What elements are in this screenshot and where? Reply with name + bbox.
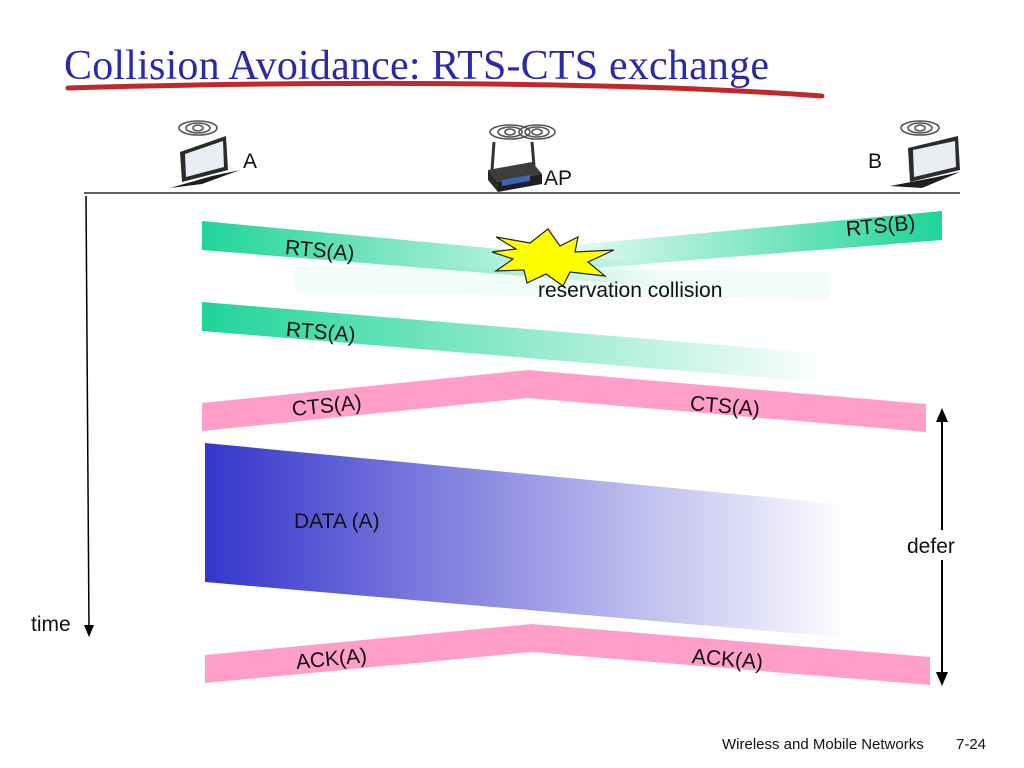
rts-b-band — [520, 211, 942, 274]
laptop-icon — [890, 120, 960, 188]
footer-course: Wireless and Mobile Networks — [722, 736, 924, 753]
ack-band — [205, 624, 930, 685]
node-b-label: B — [868, 150, 883, 173]
data-label: DATA (A) — [294, 510, 380, 533]
collision-burst-icon — [491, 228, 615, 287]
laptop-icon — [170, 120, 240, 188]
defer-label: defer — [907, 535, 955, 558]
wireless-router-icon — [488, 124, 556, 192]
time-axis — [85, 195, 90, 631]
node-ap-label: AP — [544, 167, 573, 190]
defer-label-backdrop — [903, 530, 975, 560]
rts-a-band — [202, 302, 830, 383]
wifi-signal-icon — [178, 120, 218, 136]
collision-label: reservation collision — [538, 279, 723, 302]
node-a-label: A — [243, 150, 258, 173]
defer-arrow-bottom-head — [936, 672, 948, 686]
time-axis-arrowhead — [84, 625, 94, 637]
cts-band — [202, 370, 926, 432]
time-axis-label: time — [31, 613, 71, 636]
title-underline — [65, 80, 825, 99]
data-band — [205, 443, 850, 638]
defer-arrow-top-head — [936, 408, 948, 422]
footer-page-number: 7-24 — [956, 736, 987, 753]
